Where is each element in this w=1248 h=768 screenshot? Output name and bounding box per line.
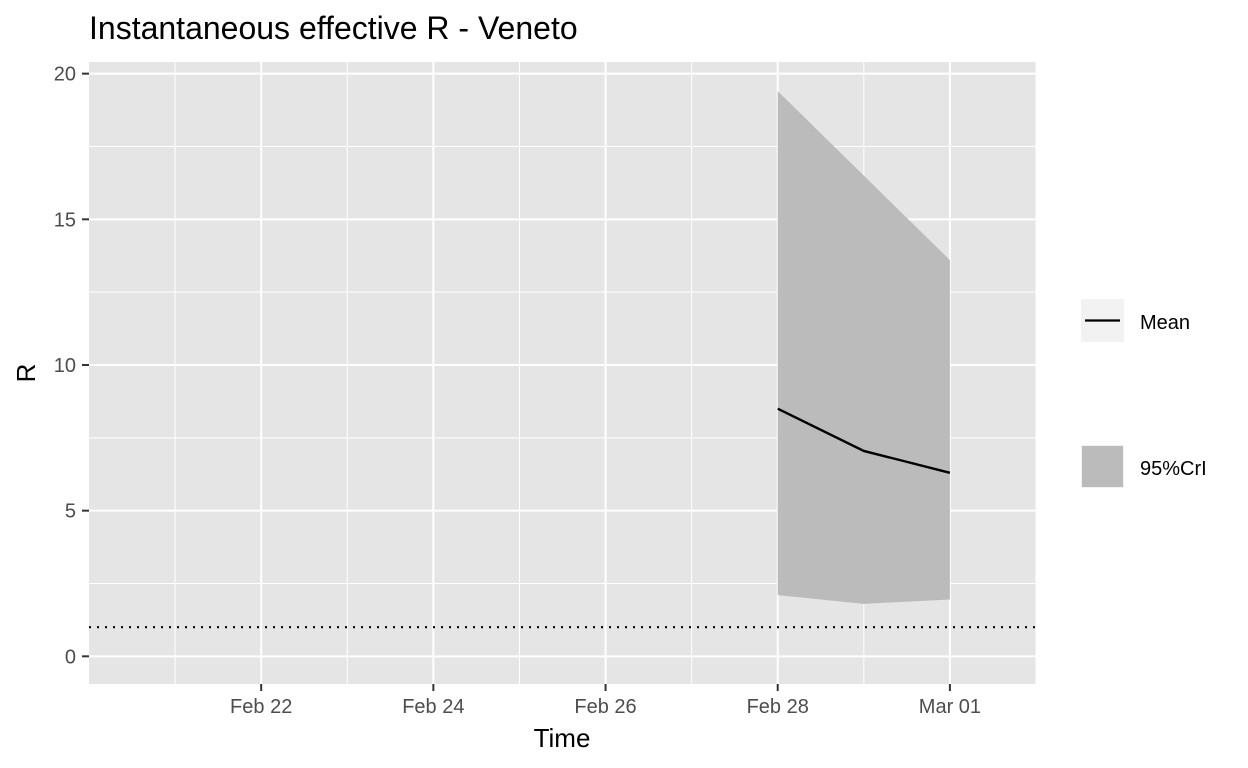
y-tick-label: 20 — [54, 64, 76, 86]
minor-gridlines — [89, 62, 1037, 684]
x-axis-title: Time — [534, 723, 591, 753]
y-axis: 0 5 10 15 20 — [54, 64, 89, 668]
x-tick-label: Mar 01 — [919, 696, 981, 718]
x-tick-label: Feb 28 — [747, 696, 809, 718]
credible-interval-band — [777, 91, 950, 604]
x-tick-label: Feb 22 — [230, 696, 292, 718]
y-axis-title: R — [11, 364, 41, 383]
y-tick-label: 5 — [65, 501, 76, 523]
legend-crI-swatch-icon — [1082, 446, 1123, 487]
x-axis: Feb 22 Feb 24 Feb 26 Feb 28 Mar 01 — [230, 684, 981, 718]
legend-item-mean: Mean — [1081, 299, 1190, 342]
legend: Mean 95%CrI — [1081, 299, 1207, 488]
x-tick-label: Feb 24 — [402, 696, 464, 718]
y-tick-label: 0 — [65, 646, 76, 668]
y-tick-label: 15 — [54, 209, 76, 231]
y-tick-label: 10 — [54, 355, 76, 377]
chart-title: Instantaneous effective R - Veneto — [89, 10, 578, 46]
x-tick-label: Feb 26 — [574, 696, 636, 718]
legend-label-mean: Mean — [1140, 312, 1190, 334]
legend-label-crI: 95%CrI — [1140, 458, 1207, 480]
legend-item-crI: 95%CrI — [1081, 445, 1207, 488]
mean-line — [777, 407, 951, 474]
